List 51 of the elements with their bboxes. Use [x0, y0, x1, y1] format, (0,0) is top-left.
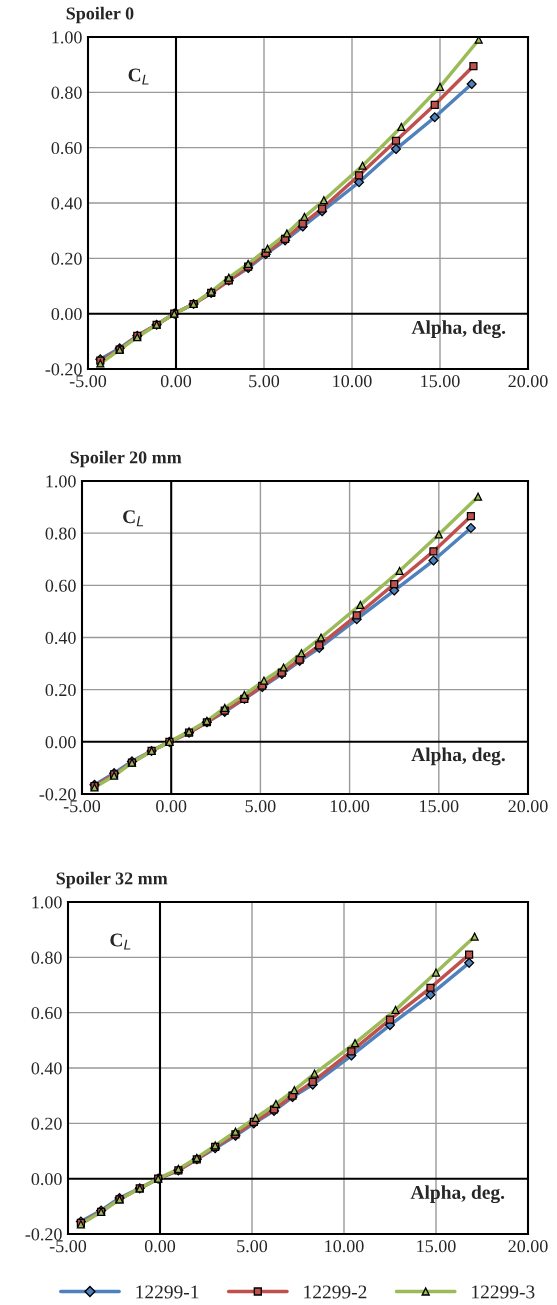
chart-title: Spoiler 20 mm [70, 450, 182, 468]
x-tick-label: 10.00 [325, 1240, 364, 1253]
chart-title: Spoiler 32 mm [56, 871, 168, 889]
chart-title: Spoiler 0 [66, 6, 134, 24]
x-tick-label: 10.00 [330, 800, 370, 813]
y-tick-label: 0.40 [31, 1062, 62, 1075]
y-axis-title: C$_{L}$ [110, 933, 131, 950]
y-tick-label: -0.20 [45, 363, 82, 376]
x-tick-label: -5.00 [49, 1240, 87, 1253]
x-tick-label: 0.00 [160, 375, 192, 388]
x-tick-label: 15.00 [421, 375, 460, 388]
y-axis-title: C$_{L}$ [128, 68, 149, 85]
y-tick-label: -0.20 [39, 788, 76, 801]
x-tick-label: 10.00 [333, 375, 372, 388]
y-tick-label: 0.60 [45, 579, 76, 592]
y-tick-label: 1.00 [52, 31, 82, 44]
y-tick-label: 1.00 [32, 896, 62, 909]
x-tick-label: 20.00 [508, 375, 548, 388]
y-tick-label: 0.20 [31, 1117, 62, 1130]
y-tick-label: 0.00 [45, 736, 76, 749]
y-axis-title: C$_{L}$ [123, 510, 144, 527]
x-tick-label: 20.00 [508, 1240, 548, 1253]
x-axis-title: Alpha, deg. [411, 320, 506, 339]
x-axis-title: Alpha, deg. [411, 747, 505, 766]
legend-label: 12299-2 [304, 1285, 367, 1299]
x-tick-label: 20.00 [508, 800, 548, 813]
x-tick-label: 15.00 [417, 1240, 456, 1253]
x-tick-label: 0.00 [144, 1240, 176, 1253]
x-tick-label: 15.00 [420, 800, 459, 813]
legend-label: 12299-1 [136, 1285, 199, 1299]
y-tick-label: 0.20 [45, 683, 76, 697]
x-tick-label: 5.00 [249, 375, 280, 388]
y-tick-label: 0.80 [31, 951, 62, 964]
x-axis-title: Alpha, deg. [410, 1185, 505, 1204]
y-tick-label: 0.40 [51, 197, 82, 210]
y-tick-label: 1.00 [46, 475, 76, 488]
legend-label: 12299-3 [472, 1285, 535, 1299]
x-tick-label: 0.00 [156, 800, 187, 813]
y-tick-label: 0.60 [31, 1006, 62, 1020]
y-tick-label: 0.60 [51, 141, 82, 155]
y-tick-label: 0.80 [51, 86, 82, 99]
y-tick-label: 0.00 [51, 307, 82, 321]
y-tick-label: -0.20 [25, 1228, 62, 1241]
x-tick-label: -5.00 [69, 375, 107, 388]
x-tick-label: 5.00 [237, 1240, 268, 1253]
y-tick-label: 0.40 [45, 631, 76, 645]
y-tick-label: 0.00 [31, 1172, 62, 1186]
x-tick-label: 5.00 [245, 800, 276, 813]
y-tick-label: 0.80 [45, 527, 76, 540]
y-tick-label: 0.20 [51, 252, 82, 265]
x-tick-label: -5.00 [63, 800, 101, 813]
